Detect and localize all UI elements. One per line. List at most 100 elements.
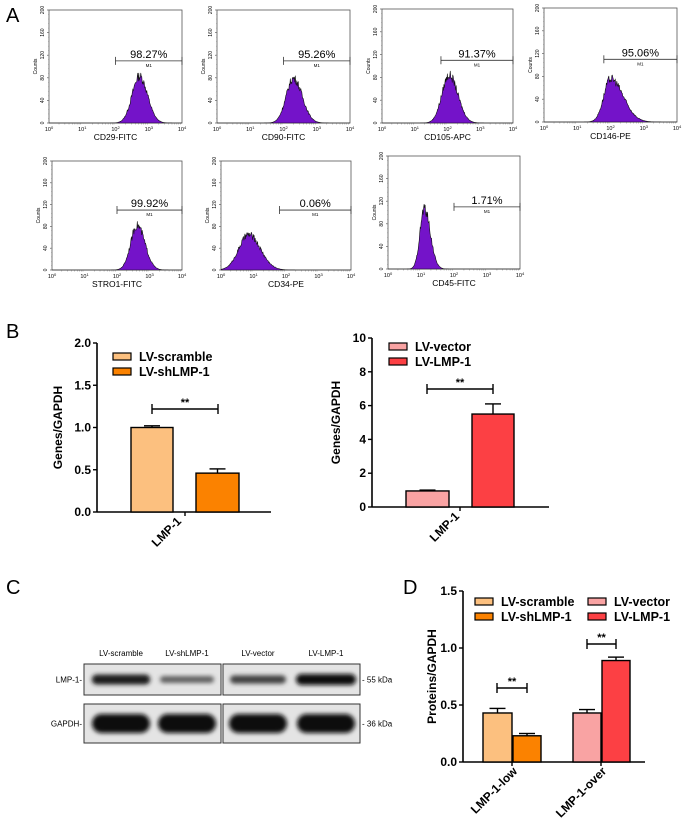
x-tick-label: 103 [314, 272, 323, 280]
legend-label: LV-shLMP-1 [139, 365, 210, 379]
legend-label: LV-scramble [501, 595, 574, 609]
lane-label: LV-scramble [99, 649, 143, 658]
gate-percent: 91.37% [458, 48, 496, 60]
x-axis-label: STRO1-FITC [92, 279, 142, 289]
y-tick-label: 200 [379, 152, 385, 161]
y-axis-label: Counts [372, 204, 378, 220]
y-axis-label: Genes/GAPDH [51, 386, 65, 469]
x-tick-label: 102 [279, 125, 288, 133]
x-tick-exponent: 4 [679, 124, 682, 129]
legend-swatch [587, 612, 607, 621]
x-tick-label: 100 [540, 124, 549, 132]
histogram-fill [544, 74, 677, 123]
x-tick-label: 104 [509, 125, 518, 133]
x-tick-exponent: 1 [84, 125, 87, 130]
histogram-fill [217, 75, 350, 124]
gate-label: M1 [474, 62, 481, 67]
western-blot: LV-scramble LV-shLMP-1 LV-vector LV-LMP-1 LM… [51, 649, 393, 744]
x-tick-exponent: 2 [456, 271, 459, 276]
significance-label: ** [181, 397, 190, 409]
y-tick-label: 0 [379, 267, 385, 270]
legend-swatch [474, 597, 494, 606]
y-tick-label: 8 [359, 365, 366, 379]
x-tick-exponent: 3 [320, 272, 323, 277]
x-tick-label: 104 [178, 272, 187, 280]
protein-band [296, 674, 356, 685]
y-tick-label: 0.5 [74, 463, 91, 477]
plot-frame [51, 160, 183, 271]
y-tick-label: 120 [535, 49, 541, 58]
category-label: LMP-1 [427, 509, 463, 545]
protein-band [158, 714, 216, 733]
y-tick-label: 160 [373, 27, 379, 36]
y-tick-label: 0 [208, 121, 214, 124]
bar-lv-vector [405, 490, 450, 508]
y-tick-label: 40 [43, 245, 49, 251]
protein-band [229, 714, 287, 733]
y-tick-label: 200 [212, 157, 218, 166]
x-tick-exponent: 0 [51, 125, 54, 130]
legend-label: LV-shLMP-1 [501, 610, 572, 624]
legend-label: LV-LMP-1 [614, 610, 670, 624]
row-label: GAPDH- [51, 720, 82, 729]
legend-swatch [388, 342, 408, 351]
y-tick-label: 80 [212, 223, 218, 229]
lane-label: LV-vector [241, 649, 275, 658]
bar-chart-b-left: 0.0 0.5 1.0 1.5 2.0 Genes/GAPDH LMP-1 ** LV-scra… [51, 336, 271, 550]
y-tick-label: 80 [379, 221, 385, 227]
protein-band [297, 714, 355, 733]
y-axis-label: Counts [205, 207, 211, 223]
y-tick-label: 160 [208, 28, 214, 37]
y-tick-label: 200 [40, 6, 46, 15]
category-label: LMP-1 [149, 514, 185, 550]
x-tick-exponent: 0 [223, 272, 226, 277]
legend-label: LV-scramble [139, 350, 212, 364]
panel-label-d: D [403, 577, 417, 599]
x-tick-label: 103 [145, 272, 154, 280]
x-tick-exponent: 0 [546, 124, 549, 129]
x-tick-label: 102 [606, 124, 615, 132]
x-tick-exponent: 1 [579, 124, 582, 129]
y-tick-label: 160 [40, 28, 46, 37]
y-tick-label: 200 [208, 6, 214, 15]
x-tick-label: 104 [346, 125, 355, 133]
histogram-fill [52, 221, 182, 271]
gate-percent: 98.27% [130, 49, 168, 61]
x-tick-label: 100 [45, 125, 54, 133]
gate-percent: 1.71% [471, 195, 502, 207]
x-tick-exponent: 1 [417, 125, 420, 130]
y-axis-label: Genes/GAPDH [329, 381, 343, 464]
x-tick-exponent: 3 [646, 124, 649, 129]
legend-label: LV-LMP-1 [415, 355, 471, 369]
panel-label-a: A [6, 5, 20, 27]
y-tick-label: 120 [212, 200, 218, 209]
legend-swatch [388, 357, 408, 366]
x-tick-exponent: 3 [319, 125, 322, 130]
y-tick-label: 40 [208, 97, 214, 103]
y-tick-label: 0.5 [440, 698, 457, 712]
y-tick-label: 6 [359, 399, 366, 413]
protein-band [230, 675, 286, 684]
x-tick-exponent: 2 [288, 272, 291, 277]
x-tick-label: 102 [111, 125, 120, 133]
x-axis-label: CD90-FITC [262, 132, 305, 142]
y-tick-label: 0.0 [74, 505, 91, 519]
x-tick-label: 103 [640, 124, 649, 132]
x-tick-label: 101 [249, 272, 258, 280]
y-tick-label: 0 [359, 500, 366, 514]
x-tick-label: 101 [78, 125, 87, 133]
x-tick-exponent: 3 [151, 272, 154, 277]
protein-band [91, 674, 151, 685]
y-axis-label: Counts [33, 58, 39, 74]
y-tick-label: 80 [40, 75, 46, 81]
y-tick-label: 0.0 [440, 755, 457, 769]
y-tick-label: 2.0 [74, 336, 91, 350]
y-tick-label: 120 [208, 51, 214, 60]
x-tick-label: 103 [476, 125, 485, 133]
x-axis-label: CD29-FITC [94, 132, 137, 142]
y-tick-label: 80 [535, 73, 541, 79]
